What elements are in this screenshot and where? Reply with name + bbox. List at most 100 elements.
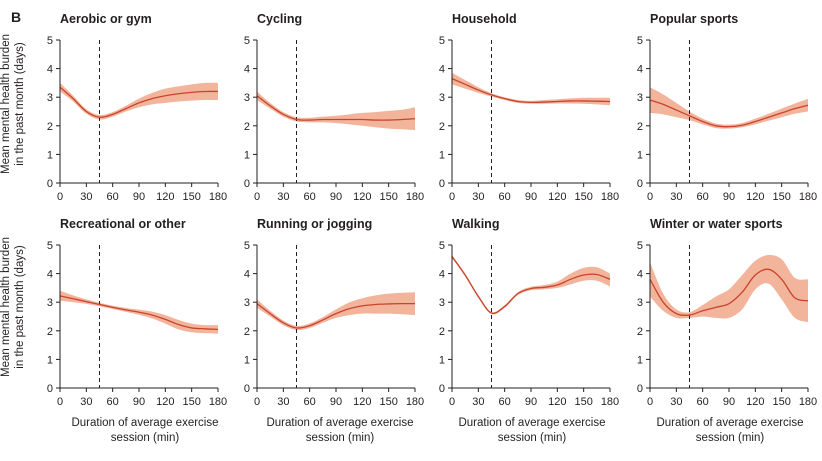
confidence-band bbox=[452, 72, 610, 106]
x-tick-label: 30 bbox=[670, 396, 682, 408]
x-tick-label: 180 bbox=[799, 396, 817, 408]
confidence-band bbox=[452, 255, 610, 315]
chart-panel: Popular sports 0 1 2 3 4 5 0 30 60 90 120 150 180 bbox=[637, 12, 817, 203]
x-tick-label: 90 bbox=[133, 191, 145, 203]
chart-title: Household bbox=[452, 12, 517, 26]
x-tick-label: 60 bbox=[499, 396, 511, 408]
chart-panel: Cycling 0 1 2 3 4 5 0 30 60 90 120 150 180 bbox=[244, 12, 424, 203]
x-tick-label: 120 bbox=[548, 191, 566, 203]
x-tick-label: 90 bbox=[330, 191, 342, 203]
x-tick-label: 30 bbox=[472, 191, 484, 203]
x-axis-label-line1: Duration of average exercise bbox=[71, 417, 219, 429]
x-tick-label: 60 bbox=[304, 396, 316, 408]
x-tick-label: 150 bbox=[574, 191, 592, 203]
y-tick-label: 0 bbox=[47, 178, 53, 190]
y-tick-label: 4 bbox=[637, 269, 643, 281]
y-tick-label: 2 bbox=[439, 326, 445, 338]
y-tick-label: 0 bbox=[47, 383, 53, 395]
y-tick-label: 5 bbox=[244, 35, 250, 47]
x-tick-label: 0 bbox=[57, 396, 63, 408]
x-tick-label: 150 bbox=[772, 191, 790, 203]
chart-title: Aerobic or gym bbox=[60, 12, 152, 26]
x-tick-label: 180 bbox=[799, 191, 817, 203]
y-tick-label: 4 bbox=[244, 269, 250, 281]
y-tick-label: 5 bbox=[47, 240, 53, 252]
x-tick-label: 0 bbox=[57, 191, 63, 203]
y-tick-label: 3 bbox=[47, 297, 53, 309]
y-tick-label: 1 bbox=[47, 149, 53, 161]
y-tick-label: 5 bbox=[47, 35, 53, 47]
series-line bbox=[59, 295, 219, 331]
y-tick-label: 0 bbox=[244, 383, 250, 395]
y-tick-label: 0 bbox=[439, 383, 445, 395]
chart-title: Cycling bbox=[257, 12, 302, 26]
x-tick-label: 30 bbox=[80, 191, 92, 203]
x-tick-label: 90 bbox=[723, 191, 735, 203]
x-tick-label: 180 bbox=[209, 396, 227, 408]
panel-label: B bbox=[11, 9, 22, 25]
confidence-band bbox=[257, 91, 415, 131]
chart-title: Recreational or other bbox=[60, 217, 186, 231]
x-tick-label: 0 bbox=[254, 396, 260, 408]
y-tick-label: 4 bbox=[47, 64, 53, 76]
x-axis-label-1: Duration of average exercise session (mi… bbox=[55, 416, 235, 446]
y-tick-label: 0 bbox=[439, 178, 445, 190]
x-tick-label: 60 bbox=[107, 396, 119, 408]
x-tick-label: 60 bbox=[697, 191, 709, 203]
confidence-band bbox=[60, 82, 218, 120]
x-tick-label: 0 bbox=[647, 191, 653, 203]
y-tick-label: 1 bbox=[244, 149, 250, 161]
y-tick-label: 1 bbox=[637, 354, 643, 366]
y-tick-label: 1 bbox=[439, 354, 445, 366]
y-tick-label: 4 bbox=[244, 64, 250, 76]
y-tick-label: 0 bbox=[244, 178, 250, 190]
x-axis-label-line1: Duration of average exercise bbox=[656, 417, 804, 429]
x-tick-label: 30 bbox=[80, 396, 92, 408]
y-tick-label: 2 bbox=[244, 326, 250, 338]
y-tick-label: 2 bbox=[637, 121, 643, 133]
x-tick-label: 90 bbox=[525, 191, 537, 203]
x-tick-label: 120 bbox=[746, 191, 764, 203]
y-tick-label: 4 bbox=[439, 269, 445, 281]
y-tick-label: 5 bbox=[637, 240, 643, 252]
x-tick-label: 90 bbox=[330, 396, 342, 408]
y-tick-label: 4 bbox=[47, 269, 53, 281]
y-tick-label: 3 bbox=[244, 92, 250, 104]
x-tick-label: 60 bbox=[304, 191, 316, 203]
confidence-band bbox=[257, 292, 415, 331]
y-tick-label: 4 bbox=[637, 64, 643, 76]
series-line bbox=[649, 99, 809, 128]
confidence-band bbox=[650, 87, 808, 129]
x-tick-label: 120 bbox=[746, 396, 764, 408]
x-axis-label-line2: session (min) bbox=[695, 432, 765, 444]
y-tick-label: 3 bbox=[244, 297, 250, 309]
chart-panel: Aerobic or gym 0 1 2 3 4 5 0 30 60 90 120 150 180 bbox=[47, 12, 227, 203]
series-line bbox=[451, 256, 611, 315]
y-tick-label: 2 bbox=[47, 121, 53, 133]
x-tick-label: 90 bbox=[723, 396, 735, 408]
y-tick-label: 3 bbox=[637, 297, 643, 309]
x-tick-label: 120 bbox=[156, 396, 174, 408]
y-tick-label: 3 bbox=[637, 92, 643, 104]
chart-panel: Household 0 1 2 3 4 5 0 30 60 90 120 150 180 bbox=[439, 12, 619, 203]
y-tick-label: 0 bbox=[637, 383, 643, 395]
x-tick-label: 150 bbox=[182, 396, 200, 408]
x-tick-label: 150 bbox=[182, 191, 200, 203]
y-tick-label: 1 bbox=[637, 149, 643, 161]
chart-panel: Walking 0 1 2 3 4 5 0 30 60 90 120 150 180 bbox=[439, 217, 619, 408]
chart-title: Walking bbox=[452, 217, 499, 231]
x-tick-label: 120 bbox=[156, 191, 174, 203]
x-tick-label: 30 bbox=[670, 191, 682, 203]
x-tick-label: 120 bbox=[353, 191, 371, 203]
y-tick-label: 3 bbox=[47, 92, 53, 104]
chart-panel: Recreational or other 0 1 2 3 4 5 0 30 60 90 120 150… bbox=[47, 217, 227, 408]
y-tick-label: 1 bbox=[244, 354, 250, 366]
x-tick-label: 180 bbox=[601, 396, 619, 408]
x-tick-label: 30 bbox=[277, 396, 289, 408]
chart-title: Popular sports bbox=[650, 12, 738, 26]
y-tick-label: 0 bbox=[637, 178, 643, 190]
y-tick-label: 5 bbox=[439, 35, 445, 47]
y-tick-label: 3 bbox=[439, 297, 445, 309]
x-tick-label: 120 bbox=[548, 396, 566, 408]
